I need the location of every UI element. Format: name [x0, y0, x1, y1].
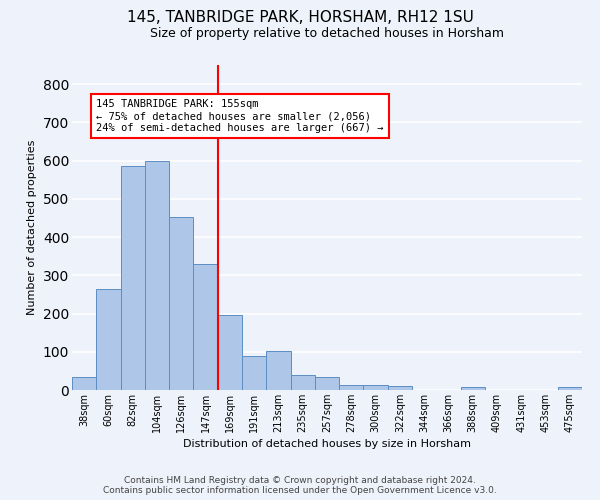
Bar [145, 160, 169, 390]
Text: Contains HM Land Registry data © Crown copyright and database right 2024.
Contai: Contains HM Land Registry data © Crown c… [103, 476, 497, 495]
Bar [315, 378, 339, 390]
Text: 145 TANBRIDGE PARK: 155sqm
← 75% of detached houses are smaller (2,056)
24% of s: 145 TANBRIDGE PARK: 155sqm ← 75% of deta… [96, 100, 384, 132]
Bar [388, 386, 412, 390]
Bar [461, 387, 485, 390]
X-axis label: Distribution of detached houses by size in Horsham: Distribution of detached houses by size … [183, 439, 471, 449]
Bar [121, 166, 145, 390]
Bar [72, 376, 96, 390]
Text: 145, TANBRIDGE PARK, HORSHAM, RH12 1SU: 145, TANBRIDGE PARK, HORSHAM, RH12 1SU [127, 10, 473, 25]
Bar [96, 288, 121, 390]
Bar [193, 264, 218, 390]
Bar [266, 350, 290, 390]
Bar [364, 384, 388, 390]
Bar [290, 376, 315, 390]
Bar [169, 217, 193, 390]
Bar [218, 314, 242, 390]
Bar [339, 384, 364, 390]
Y-axis label: Number of detached properties: Number of detached properties [27, 140, 37, 315]
Bar [558, 387, 582, 390]
Bar [242, 356, 266, 390]
Title: Size of property relative to detached houses in Horsham: Size of property relative to detached ho… [150, 27, 504, 40]
